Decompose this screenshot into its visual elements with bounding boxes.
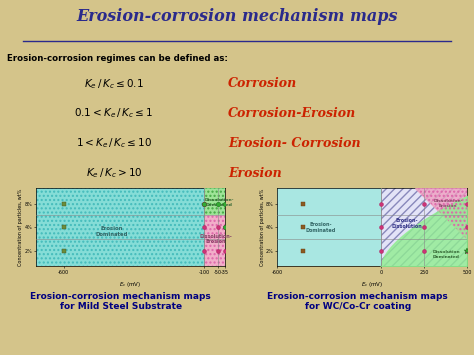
Text: Erosion-
Dissolution: Erosion- Dissolution <box>391 218 422 229</box>
Text: Dissolution-
Erosion: Dissolution- Erosion <box>200 234 232 244</box>
Bar <box>204 188 225 215</box>
Text: $K_e\,/\,K_c > 10$: $K_e\,/\,K_c > 10$ <box>86 166 142 180</box>
Text: Dissolution
Dominated: Dissolution Dominated <box>432 250 460 259</box>
Bar <box>277 188 381 266</box>
Polygon shape <box>415 188 467 239</box>
Text: Dissolution-
Dominated: Dissolution- Dominated <box>204 198 234 207</box>
Bar <box>381 188 467 266</box>
Text: $1 < K_e\,/\,K_c \leq 10$: $1 < K_e\,/\,K_c \leq 10$ <box>76 137 152 150</box>
Text: $0.1 < K_e\,/\,K_c \leq 1$: $0.1 < K_e\,/\,K_c \leq 1$ <box>74 107 154 120</box>
Text: Erosion-corrosion mechanism maps: Erosion-corrosion mechanism maps <box>76 8 398 25</box>
Text: Erosion- Corrosion: Erosion- Corrosion <box>228 137 361 150</box>
Bar <box>204 188 225 215</box>
X-axis label: $E_c$ (mV): $E_c$ (mV) <box>361 280 383 289</box>
Text: Erosion-
Dominated: Erosion- Dominated <box>305 222 336 233</box>
Text: Erosion
Dominated: Erosion Dominated <box>95 226 128 236</box>
Text: $K_e\,/\,K_c \leq 0.1$: $K_e\,/\,K_c \leq 0.1$ <box>84 77 144 91</box>
Text: Corrosion-Erosion: Corrosion-Erosion <box>228 107 356 120</box>
Bar <box>204 188 225 266</box>
Bar <box>36 188 204 266</box>
Y-axis label: Concentration of particles, wt%: Concentration of particles, wt% <box>260 189 264 266</box>
Bar <box>381 188 467 266</box>
Text: Erosion-corrosion regimes can be defined as:: Erosion-corrosion regimes can be defined… <box>7 54 228 63</box>
Text: Corrosion: Corrosion <box>228 77 298 90</box>
Y-axis label: Concentration of particles, wt%: Concentration of particles, wt% <box>18 189 23 266</box>
X-axis label: $E_c$ (mV): $E_c$ (mV) <box>119 280 142 289</box>
Text: Erosion-corrosion mechanism maps
for Mild Steel Substrate: Erosion-corrosion mechanism maps for Mil… <box>30 292 211 311</box>
Bar <box>204 188 225 266</box>
Text: Erosion-corrosion mechanism maps
for WC/Co-Cr coating: Erosion-corrosion mechanism maps for WC/… <box>267 292 448 311</box>
Text: Dissolution-
Erosion: Dissolution- Erosion <box>433 200 463 208</box>
Bar <box>36 188 204 266</box>
Text: Erosion: Erosion <box>228 167 282 180</box>
